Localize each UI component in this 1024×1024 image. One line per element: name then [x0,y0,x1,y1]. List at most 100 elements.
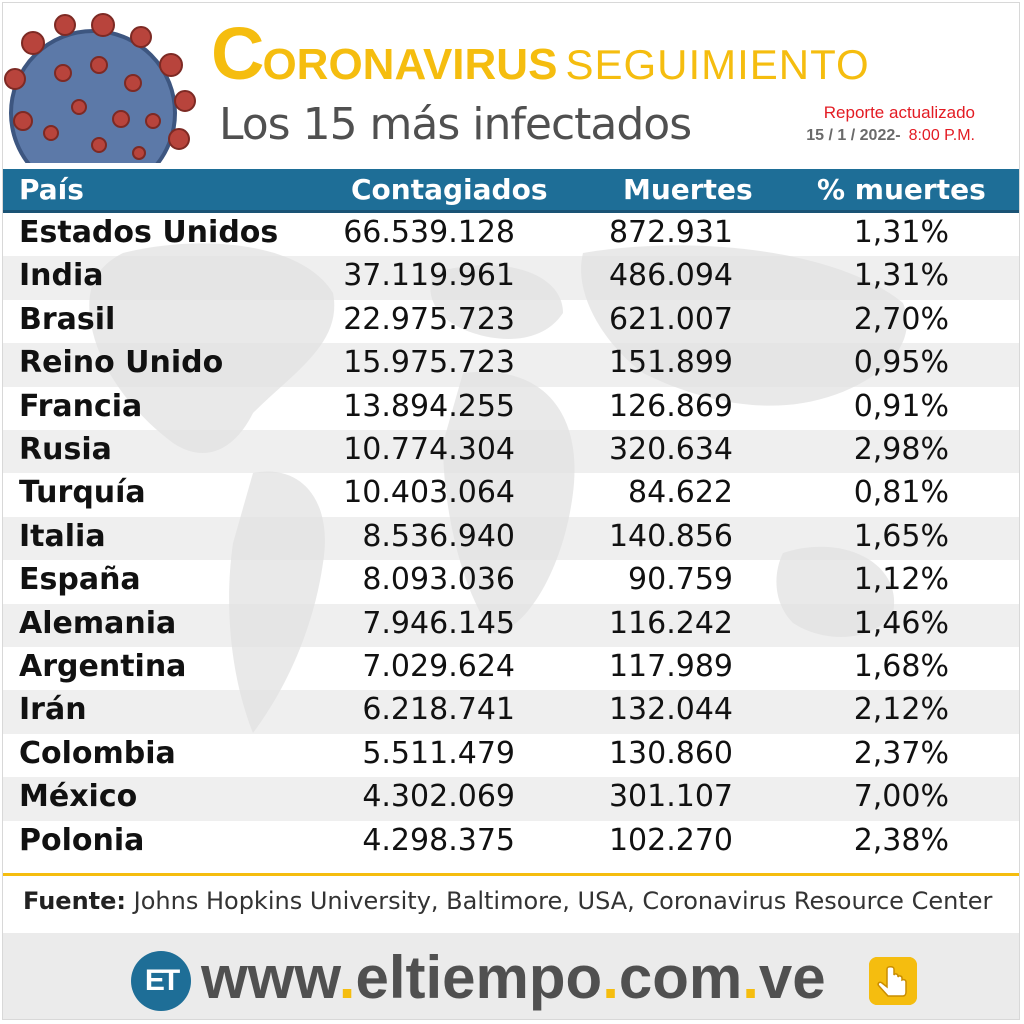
url-ve: ve [758,944,826,1011]
cases-cell: 22.975.723 [343,301,515,337]
deaths-cell: 132.044 [608,692,733,728]
table-row: Brasil 22.975.723 621.007 2,70% [3,300,1019,343]
cases-cell: 4.302.069 [362,779,515,815]
cases-cell: 6.218.741 [362,692,515,728]
source-label: Fuente: [23,887,126,915]
country-cell: México [19,779,138,815]
report-info: Reporte actualizado 15 / 1 / 2022- 8:00 P… [806,103,975,145]
deaths-cell: 116.242 [608,605,733,641]
death-rate-cell: 2,70% [853,301,949,337]
country-cell: Colombia [19,735,176,771]
country-cell: India [19,258,104,294]
death-rate-cell: 2,98% [853,432,949,467]
country-cell: Polonia [19,822,145,858]
death-rate-cell: 0,95% [853,345,949,381]
country-cell: Argentina [19,649,187,684]
death-rate-cell: 1,68% [853,649,949,684]
country-cell: Irán [19,692,87,728]
url-dot-1: . [338,944,356,1011]
url-www: www [201,944,339,1011]
deaths-cell: 320.634 [608,432,733,467]
subtitle: Los 15 más infectados [219,99,692,150]
column-header-cases: Contagiados [351,173,548,206]
cases-cell: 15.975.723 [343,345,515,381]
report-date: 15 / 1 / 2022- [806,127,901,144]
deaths-cell: 872.931 [608,215,733,250]
table-row: México 4.302.069 301.107 7,00% [3,777,1019,821]
url-dot-3: . [742,944,759,1011]
table-row: Rusia 10.774.304 320.634 2,98% [3,430,1019,474]
death-rate-cell: 2,38% [853,822,949,858]
table-row: Reino Unido 15.975.723 151.899 0,95% [3,343,1019,387]
table-row: Turquía 10.403.064 84.622 0,81% [3,473,1019,516]
country-cell: Brasil [19,301,116,337]
cases-cell: 13.894.255 [343,388,515,424]
title-rest: ORONAVIRUS [262,40,558,89]
title-first-letter: C [211,12,264,95]
death-rate-cell: 0,81% [853,475,949,511]
country-cell: Turquía [19,475,146,511]
table-row: Polonia 4.298.375 102.270 2,38% [3,821,1019,864]
cases-cell: 4.298.375 [362,822,515,858]
url-com: com [618,944,743,1011]
pointer-hand-icon [869,957,917,1005]
table-row: España 8.093.036 90.759 1,12% [3,560,1019,603]
cases-cell: 10.774.304 [343,432,515,467]
main-title: CORONAVIRUS SEGUIMIENTO [211,11,870,95]
death-rate-cell: 1,46% [853,605,949,641]
deaths-cell: 90.759 [628,562,733,598]
table-header: País Contagiados Muertes % muertes [3,169,1019,213]
cases-cell: 5.511.479 [362,735,515,771]
footer: ET www.eltiempo.com.ve [3,933,1019,1019]
column-header-country: País [19,173,84,206]
cases-cell: 8.536.940 [362,518,515,554]
source-text: Johns Hopkins University, Baltimore, USA… [133,887,993,915]
death-rate-cell: 2,37% [853,735,949,771]
cases-cell: 66.539.128 [343,215,515,250]
report-time: 8:00 P.M. [908,127,975,144]
deaths-cell: 102.270 [608,822,733,858]
report-label: Reporte actualizado [823,103,975,122]
country-cell: Italia [19,518,106,554]
source-note: Fuente: Johns Hopkins University, Baltim… [23,887,992,915]
cases-cell: 10.403.064 [343,475,515,511]
cases-cell: 8.093.036 [362,562,515,598]
deaths-cell: 301.107 [608,779,733,815]
deaths-cell: 140.856 [608,518,733,554]
death-rate-cell: 1,31% [853,258,949,294]
table-body: Estados Unidos 66.539.128 872.931 1,31% Indi… [3,213,1019,873]
cases-cell: 7.946.145 [362,605,515,641]
column-header-death-rate: % muertes [817,173,986,206]
table-row: Italia 8.536.940 140.856 1,65% [3,516,1019,561]
death-rate-cell: 2,12% [853,692,949,728]
table-row: Argentina 7.029.624 117.989 1,68% [3,647,1019,690]
country-cell: Francia [19,388,143,424]
url-dot-2: . [602,944,619,1011]
deaths-cell: 151.899 [608,345,733,381]
death-rate-cell: 1,12% [853,562,949,598]
death-rate-cell: 0,91% [853,388,949,424]
table-row: Francia 13.894.255 126.869 0,91% [3,387,1019,430]
title-second-word: SEGUIMIENTO [565,41,870,88]
deaths-cell: 130.860 [608,735,733,771]
website-url[interactable]: www.eltiempo.com.ve [201,943,826,1012]
table-row: Colombia 5.511.479 130.860 2,37% [3,734,1019,777]
report-date-line: 15 / 1 / 2022- 8:00 P.M. [806,127,975,145]
country-cell: Rusia [19,432,112,467]
country-cell: España [19,562,141,598]
death-rate-cell: 7,00% [853,779,949,815]
table-row: India 37.119.961 486.094 1,31% [3,256,1019,300]
deaths-cell: 117.989 [608,649,733,684]
et-logo: ET [131,951,191,1011]
table-row: Alemania 7.946.145 116.242 1,46% [3,603,1019,647]
cases-cell: 7.029.624 [362,649,515,684]
country-cell: Reino Unido [19,345,224,381]
death-rate-cell: 1,65% [853,518,949,554]
death-rate-cell: 1,31% [853,215,949,250]
deaths-cell: 84.622 [628,475,733,511]
separator-line [3,873,1019,876]
country-cell: Estados Unidos [19,215,279,250]
coronavirus-illustration [4,13,196,163]
table-row: Estados Unidos 66.539.128 872.931 1,31% [3,213,1019,256]
